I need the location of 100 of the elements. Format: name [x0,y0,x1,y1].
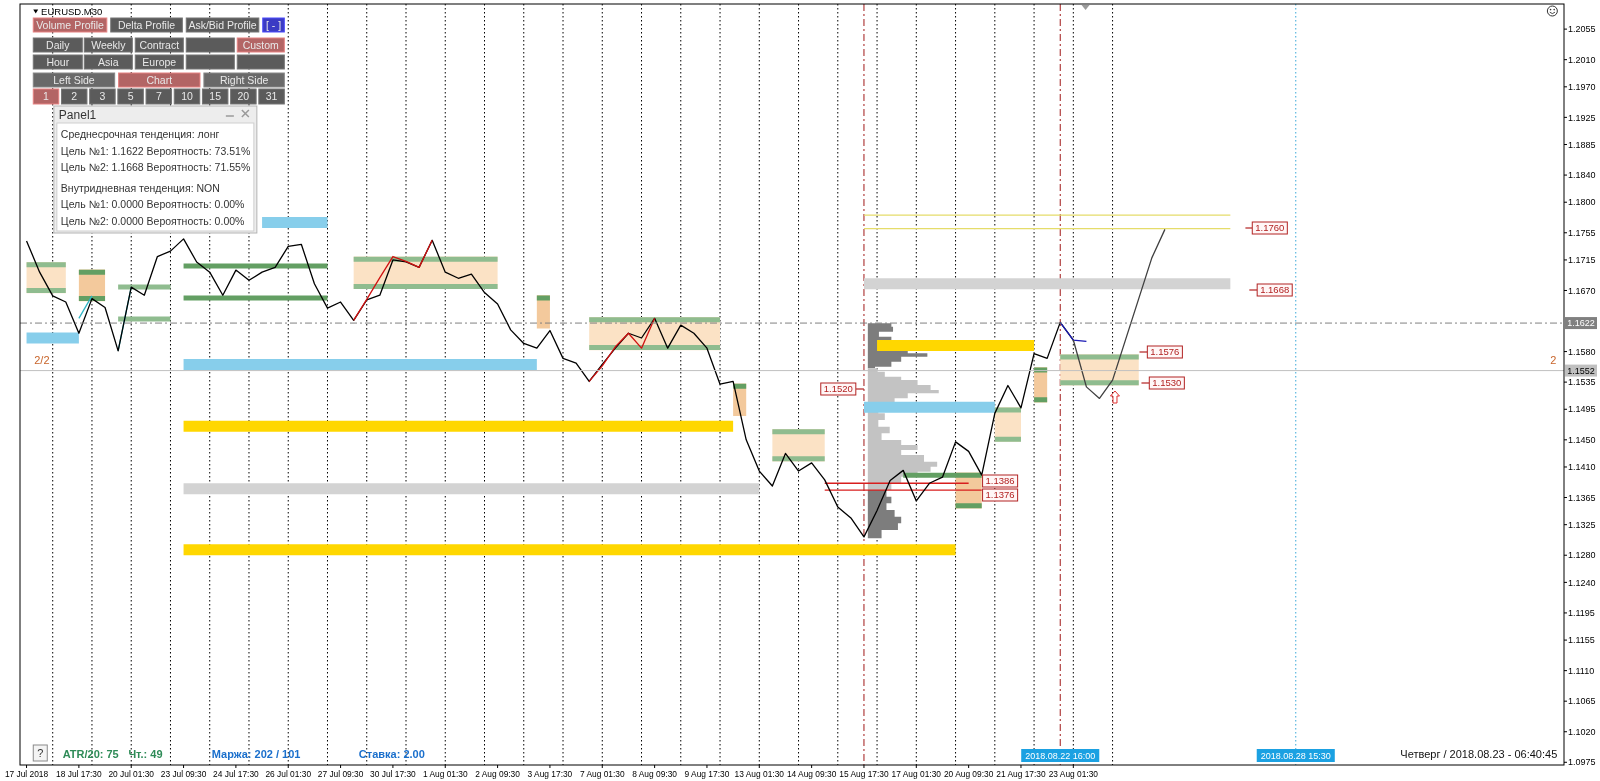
y-tick-label: 1.1535 [1568,377,1596,388]
button[interactable]: Asia [83,54,133,70]
button[interactable]: Delta Profile [110,17,183,33]
annotation: 1.1386 [985,475,1015,487]
y-tick-label: 1.1670 [1568,285,1596,296]
button[interactable]: 3 [89,88,116,105]
x-tick-label: 8 Aug 09:30 [632,769,678,779]
x-tick-label: 15 Aug 17:30 [839,769,889,779]
category-label: 5 [127,90,134,103]
category-label: 1 [43,90,50,103]
y-tick-label: 1.1195 [1568,608,1595,619]
button[interactable]: 10 [173,88,201,105]
y-tick-label: 1.1240 [1568,577,1596,588]
button[interactable]: Right Side [203,72,285,88]
button[interactable]: 1 [32,88,60,105]
category-label: 20 [237,90,250,103]
category-label: Custom [242,38,280,51]
category-label: Left Side [53,73,95,86]
x-tick-label: 24 Jul 17:30 [213,769,260,779]
category-label: 15 [209,90,222,103]
button[interactable]: Left Side [32,72,116,88]
x-tick-label: 18 Jul 17:30 [56,769,103,779]
category-label: Asia [98,55,119,68]
x-tick-label: 26 Jul 01:30 [265,769,312,779]
category-label: Hour [46,55,70,68]
text: Panel1 [58,107,97,122]
button[interactable] [185,37,235,53]
y-tick-label: 1.2010 [1568,54,1596,65]
annotation: Цель №1: 0.0000 Вероятность: 0.00% [60,198,245,211]
x-tick-label: 17 Jul 2018 [4,769,49,779]
category-label: 2 [71,90,78,103]
category-label: Volume Profile [36,18,105,31]
x-tick-label: 3 Aug 17:30 [527,769,573,779]
button[interactable]: Europe [134,54,184,70]
category-label: Europe [142,55,177,68]
button[interactable]: 7 [145,88,173,105]
y-tick-label: 1.1970 [1568,81,1596,92]
category-label: 31 [265,90,278,103]
annotation: Ставка: 2.00 [358,748,425,760]
category-label: Chart [146,73,173,86]
button[interactable] [185,54,235,70]
x-tick-label: 9 Aug 17:30 [684,769,730,779]
category-label: 3 [99,90,106,103]
x-tick-label: 17 Aug 01:30 [891,769,942,779]
button[interactable]: Contract [134,37,184,53]
button[interactable]: 31 [258,88,285,105]
category-label: Delta Profile [117,18,176,31]
button[interactable]: Custom [236,37,285,53]
category-label: Contract [139,38,180,51]
y-tick-label: 1.1495 [1568,404,1596,415]
annotation: ATR/20: 75 [62,748,119,760]
annotation: 2/2 [34,354,50,366]
x-tick-label: 7 Aug 01:30 [579,769,625,779]
annotation: Среднесрочная тенденция: лонг [60,128,220,140]
annotation: 1.1376 [985,489,1015,501]
ref-line-label: 1.1552 [1567,365,1595,376]
y-tick-label: 1.1410 [1568,462,1596,473]
annotation: Цель №1: 1.1622 Вероятность: 73.51% [60,144,251,157]
category-label: Weekly [91,38,127,51]
annotation: 1.1668 [1260,284,1290,296]
annotation: Цель №2: 0.0000 Вероятность: 0.00% [60,215,245,227]
x-tick-label: 27 Jul 09:30 [317,769,364,779]
annotation: 2018.08.28 15:30 [1260,750,1331,761]
button[interactable]: 20 [230,88,257,105]
x-tick-label: 30 Jul 17:30 [370,769,417,779]
y-tick-label: 1.1325 [1568,519,1596,530]
button[interactable]: Weekly [83,37,133,53]
x-tick-label: 23 Jul 09:30 [160,769,207,779]
x-tick-label: 14 Aug 09:30 [786,769,837,779]
annotation: Цель №2: 1.1668 Вероятность: 71.55% [60,161,251,174]
annotation: 2 [1550,354,1557,366]
y-tick-label: 1.1885 [1568,139,1596,150]
category-label: Right Side [219,73,269,86]
button[interactable]: 15 [201,88,229,105]
annotation: Внутридневная тенденция: NON [60,181,220,194]
help-button[interactable]: ? [32,744,48,762]
annotation: Чт.: 49 [128,748,163,760]
button[interactable]: Hour [32,54,83,70]
y-tick-label: 1.0975 [1568,757,1596,768]
y-tick-label: 1.1755 [1568,227,1596,238]
annotation: ? [37,747,44,759]
button[interactable]: 5 [117,88,144,105]
y-tick-label: 1.1365 [1568,492,1596,503]
button[interactable]: Daily [32,37,83,53]
annotation: Маржа: 202 / 101 [211,748,301,760]
button[interactable]: Volume Profile [32,17,108,33]
button[interactable]: [ - ] [262,17,285,33]
button[interactable]: Ask/Bid Profile [185,17,260,33]
ref-line-label: 1.1622 [1567,318,1595,329]
y-tick-label: 1.1020 [1568,726,1596,737]
button[interactable]: 2 [60,88,88,105]
annotation: 1.1760 [1255,222,1285,234]
annotation: 2018.08.22 16:00 [1025,750,1096,761]
button[interactable] [236,54,285,70]
y-tick-label: 1.1450 [1568,434,1596,445]
y-tick-label: 1.1925 [1568,112,1596,123]
category-label: 10 [181,90,193,103]
y-tick-label: 1.1110 [1568,665,1595,676]
button[interactable]: Chart [118,72,201,88]
y-tick-label: 1.1715 [1568,255,1596,266]
